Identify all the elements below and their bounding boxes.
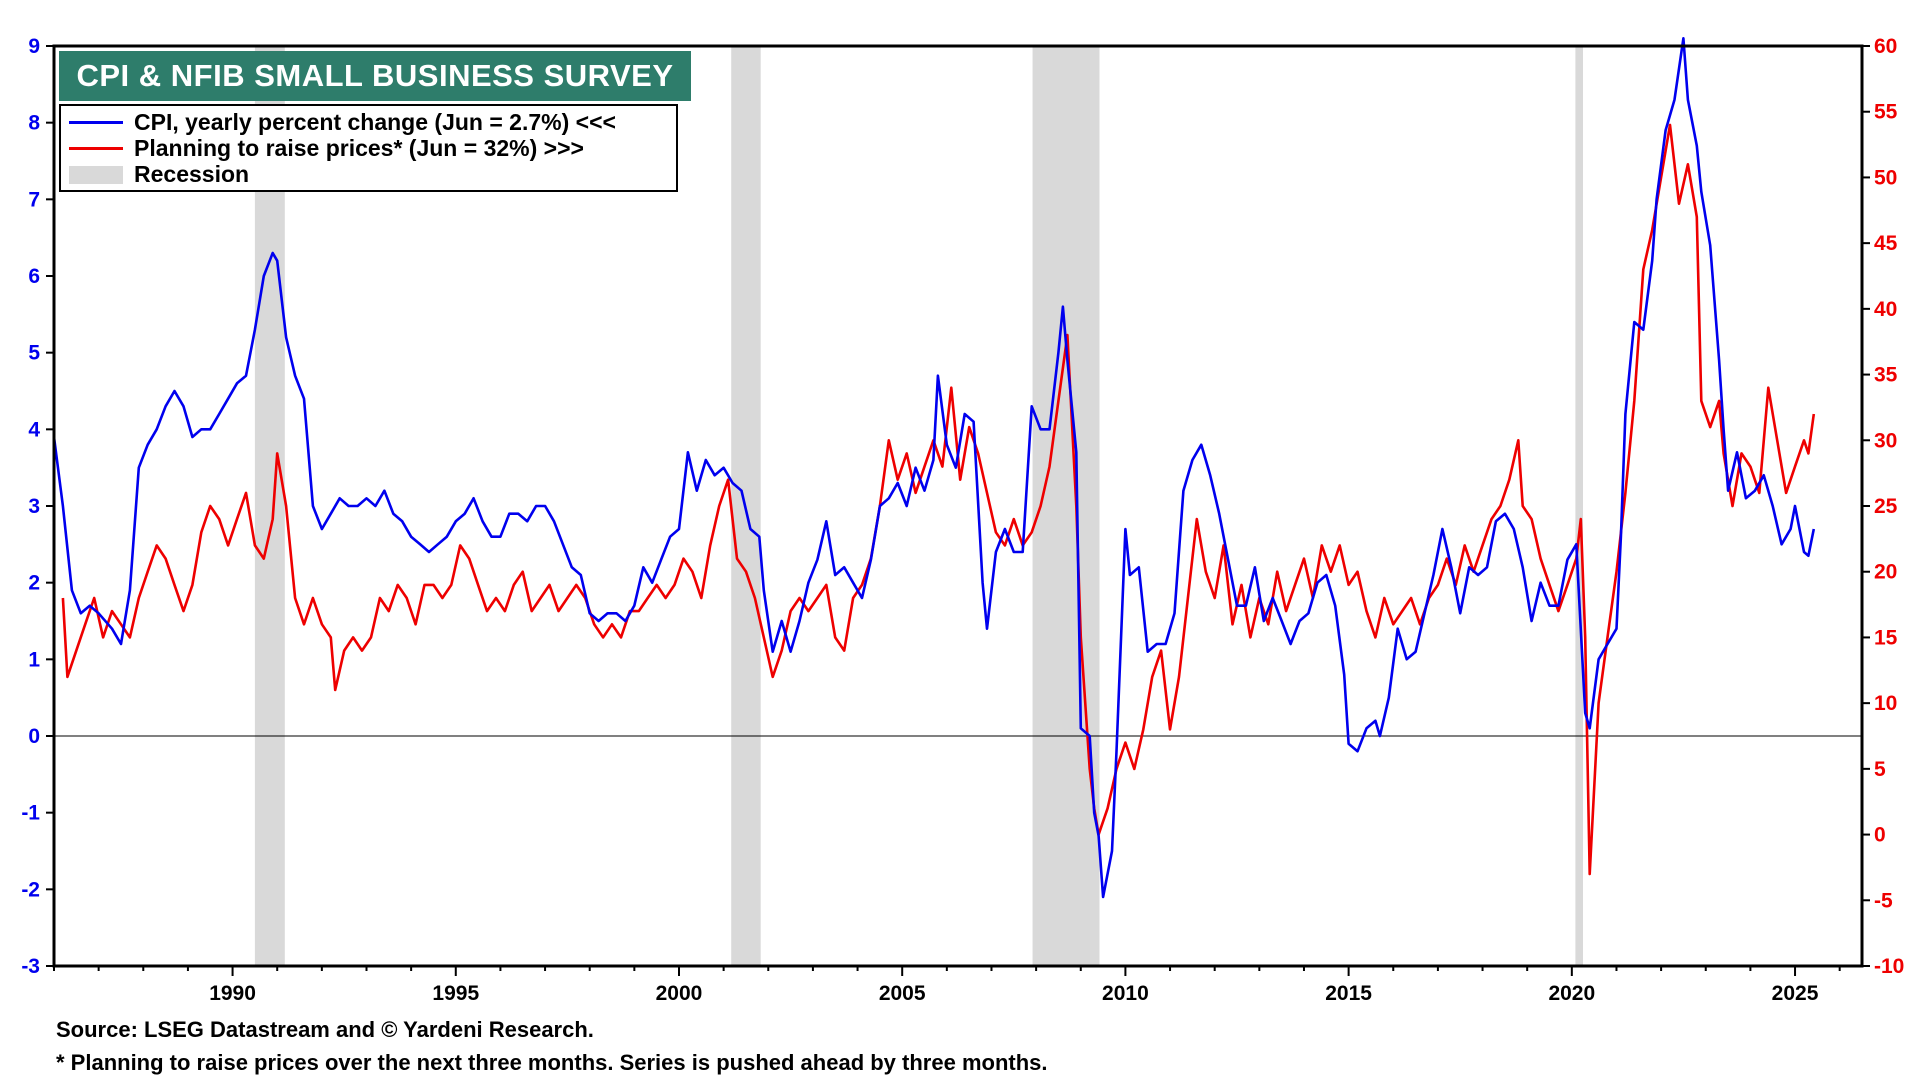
legend-label-planning: Planning to raise prices* (Jun = 32%) >>… [134, 135, 584, 161]
left-tick-label: 3 [28, 495, 40, 518]
x-tick-label: 2020 [1548, 982, 1595, 1005]
x-tick-label: 1995 [432, 982, 479, 1005]
x-tick-label: 2005 [879, 982, 926, 1005]
left-tick-label: -1 [21, 802, 40, 825]
planning-line [61, 123, 1816, 876]
x-axis-ticks: 1990 1995 2000 2005 2010 2015 2020 2025 [53, 966, 1841, 1005]
right-tick-label: 15 [1874, 626, 1898, 649]
right-tick-label: 5 [1874, 758, 1886, 781]
right-tick-label: 10 [1874, 692, 1897, 715]
x-tick-label: 2025 [1772, 982, 1819, 1005]
right-tick-label: -5 [1874, 889, 1893, 912]
legend-label-recession: Recession [134, 161, 250, 187]
legend-swatch-recession [69, 165, 123, 184]
left-tick-label: 2 [28, 572, 40, 595]
left-tick-label: 9 [28, 35, 40, 58]
legend: CPI, yearly percent change (Jun = 2.7%) … [59, 104, 678, 192]
series-lines [52, 37, 1816, 899]
left-axis-ticks: -3 -2 -1 0 1 2 3 4 5 6 7 8 9 [21, 35, 54, 978]
legend-item-planning: Planning to raise prices* (Jun = 32%) >>… [69, 135, 584, 162]
footnote: * Planning to raise prices over the next… [56, 1050, 1048, 1075]
cpi-line [52, 37, 1816, 899]
legend-swatch-planning [69, 147, 123, 150]
chart-title: CPI & NFIB SMALL BUSINESS SURVEY [59, 51, 691, 101]
left-tick-label: -2 [21, 878, 40, 901]
left-tick-label: -3 [21, 955, 40, 978]
source-note: Source: LSEG Datastream and © Yardeni Re… [56, 1017, 594, 1042]
left-tick-label: 0 [28, 725, 40, 748]
left-tick-label: 6 [28, 265, 40, 288]
right-tick-label: 25 [1874, 495, 1898, 518]
left-tick-label: 1 [28, 648, 40, 671]
left-tick-label: 7 [28, 188, 40, 211]
left-tick-label: 4 [28, 418, 40, 441]
x-tick-label: 2000 [656, 982, 703, 1005]
x-tick-label: 2010 [1102, 982, 1149, 1005]
recession-band [1032, 46, 1100, 966]
right-tick-label: -10 [1874, 955, 1904, 978]
right-tick-label: 20 [1874, 561, 1897, 584]
legend-item-cpi: CPI, yearly percent change (Jun = 2.7%) … [69, 109, 616, 136]
legend-item-recession: Recession [69, 161, 249, 188]
left-tick-label: 8 [28, 112, 40, 135]
legend-label-cpi: CPI, yearly percent change (Jun = 2.7%) … [134, 109, 616, 135]
right-tick-label: 30 [1874, 429, 1897, 452]
legend-swatch-cpi [69, 121, 123, 124]
right-tick-label: 0 [1874, 824, 1886, 847]
right-tick-label: 45 [1874, 232, 1898, 255]
x-tick-label: 2015 [1325, 982, 1372, 1005]
right-tick-label: 50 [1874, 166, 1897, 189]
left-tick-label: 5 [28, 342, 40, 365]
x-tick-label: 1990 [209, 982, 256, 1005]
recession-band [254, 46, 285, 966]
right-tick-label: 40 [1874, 298, 1897, 321]
right-tick-label: 35 [1874, 364, 1898, 387]
right-tick-label: 55 [1874, 101, 1898, 124]
right-axis-ticks: -10 -5 0 5 10 15 20 25 30 35 40 45 50 55 60 [1862, 35, 1904, 978]
right-tick-label: 60 [1874, 35, 1897, 58]
recession-band [1575, 46, 1583, 966]
